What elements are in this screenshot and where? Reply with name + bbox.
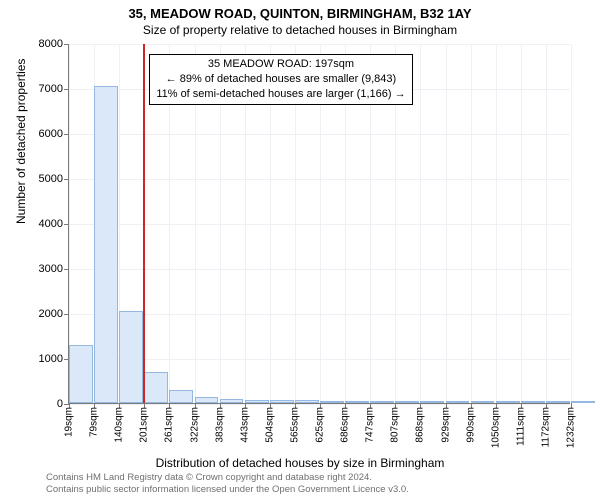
xtick-label: 929sqm [440, 403, 451, 443]
credits: Contains HM Land Registry data © Crown c… [46, 472, 409, 496]
chart-container: 35, MEADOW ROAD, QUINTON, BIRMINGHAM, B3… [0, 0, 600, 500]
ytick-label: 6000 [39, 128, 69, 140]
histogram-bar [94, 86, 118, 403]
histogram-bar [395, 401, 419, 403]
xtick-label: 383sqm [214, 403, 225, 443]
histogram-bar [270, 400, 294, 403]
gridline [420, 44, 421, 403]
annotation-box: 35 MEADOW ROAD: 197sqm← 89% of detached … [149, 54, 412, 105]
histogram-bar [220, 399, 244, 404]
xtick-label: 990sqm [465, 403, 476, 443]
gridline [521, 44, 522, 403]
xtick-label: 1050sqm [490, 403, 501, 448]
xtick-label: 686sqm [340, 403, 351, 443]
histogram-bar [420, 401, 444, 403]
x-axis-label: Distribution of detached houses by size … [0, 456, 600, 470]
histogram-bar [546, 401, 570, 403]
gridline [571, 44, 572, 403]
gridline [471, 44, 472, 403]
xtick-label: 1172sqm [540, 403, 551, 447]
histogram-bar [571, 401, 595, 403]
histogram-bar [195, 397, 219, 403]
histogram-bar [370, 401, 394, 403]
xtick-label: 79sqm [89, 403, 100, 437]
ytick-label: 5000 [39, 173, 69, 185]
ytick-label: 8000 [39, 38, 69, 50]
xtick-label: 201sqm [139, 403, 150, 443]
xtick-label: 261sqm [164, 403, 175, 443]
histogram-bar [69, 345, 93, 404]
xtick-label: 140sqm [114, 403, 125, 443]
xtick-label: 1111sqm [515, 403, 526, 446]
histogram-bar [144, 372, 168, 404]
ytick-label: 3000 [39, 263, 69, 275]
y-axis-label: Number of detached properties [14, 59, 28, 224]
xtick-label: 565sqm [289, 403, 300, 443]
chart-title: 35, MEADOW ROAD, QUINTON, BIRMINGHAM, B3… [0, 0, 600, 21]
chart-subtitle: Size of property relative to detached ho… [0, 21, 600, 37]
xtick-label: 1232sqm [566, 403, 577, 448]
xtick-label: 625sqm [315, 403, 326, 443]
histogram-bar [446, 401, 470, 403]
histogram-bar [471, 401, 495, 403]
ytick-label: 7000 [39, 83, 69, 95]
xtick-label: 322sqm [189, 403, 200, 443]
gridline [546, 44, 547, 403]
histogram-bar [245, 400, 269, 403]
ytick-label: 2000 [39, 308, 69, 320]
ytick-label: 1000 [39, 353, 69, 365]
annotation-line: ← 89% of detached houses are smaller (9,… [156, 72, 405, 87]
histogram-bar [320, 401, 344, 403]
xtick-label: 807sqm [390, 403, 401, 443]
reference-line [143, 44, 145, 403]
histogram-bar [295, 400, 319, 403]
xtick-label: 868sqm [415, 403, 426, 443]
annotation-line: 35 MEADOW ROAD: 197sqm [156, 57, 405, 72]
xtick-label: 747sqm [365, 403, 376, 443]
plot-region: 01000200030004000500060007000800019sqm79… [68, 44, 570, 404]
ytick-label: 4000 [39, 218, 69, 230]
xtick-label: 19sqm [64, 403, 75, 437]
credits-line: Contains public sector information licen… [46, 484, 409, 496]
annotation-line: 11% of semi-detached houses are larger (… [156, 87, 405, 102]
histogram-bar [345, 401, 369, 403]
gridline [446, 44, 447, 403]
histogram-bar [119, 311, 143, 403]
chart-area: 01000200030004000500060007000800019sqm79… [68, 44, 570, 404]
histogram-bar [169, 390, 193, 403]
gridline [496, 44, 497, 403]
histogram-bar [521, 401, 545, 403]
credits-line: Contains HM Land Registry data © Crown c… [46, 472, 409, 484]
histogram-bar [496, 401, 520, 403]
xtick-label: 504sqm [264, 403, 275, 443]
xtick-label: 443sqm [239, 403, 250, 443]
